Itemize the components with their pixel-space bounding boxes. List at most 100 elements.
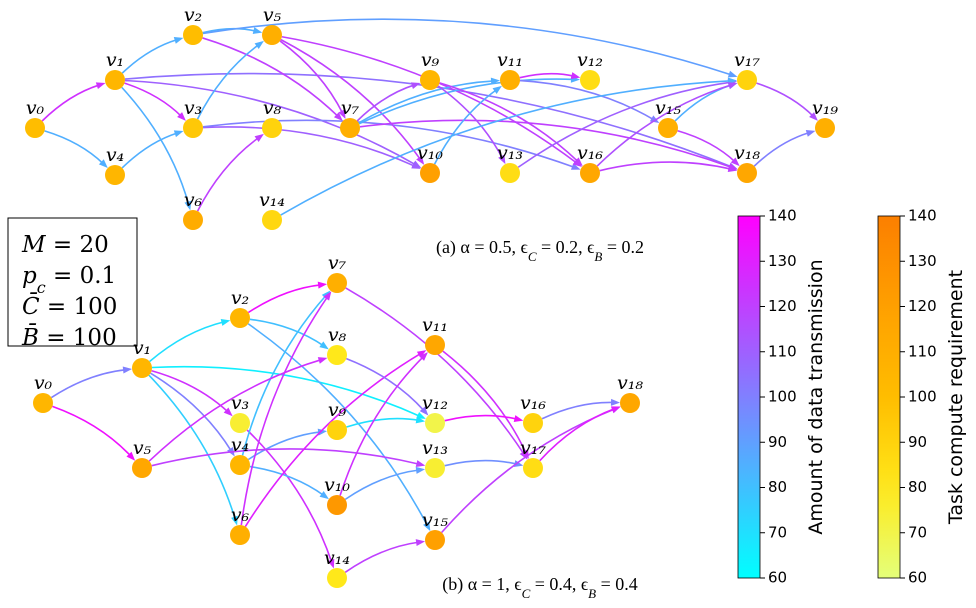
- arrowhead: [122, 366, 133, 374]
- edge: [151, 369, 229, 413]
- edge: [121, 86, 190, 205]
- arrowhead: [416, 350, 427, 358]
- tick-label: 130: [908, 252, 937, 270]
- node: [737, 70, 757, 90]
- edge: [439, 82, 579, 163]
- arrowhead: [173, 37, 184, 44]
- node: [183, 25, 203, 45]
- node: [580, 70, 600, 90]
- edge: [596, 83, 732, 167]
- edge: [50, 368, 127, 399]
- node: [340, 118, 360, 138]
- edge: [247, 323, 429, 527]
- node: [327, 273, 347, 293]
- arrowhead: [610, 406, 621, 413]
- node: [262, 118, 282, 138]
- node-label: v₁₅: [422, 509, 448, 531]
- node: [815, 118, 835, 138]
- caption-part: B: [594, 249, 602, 264]
- colorbar: [737, 215, 761, 579]
- edge: [280, 38, 422, 161]
- node: [183, 210, 203, 230]
- node-label: v₀: [34, 372, 53, 394]
- node: [420, 163, 440, 183]
- arrowhead: [415, 460, 426, 467]
- edge: [756, 82, 815, 118]
- node-label: v₀: [26, 97, 45, 119]
- edge: [539, 407, 616, 462]
- arrowhead: [338, 109, 346, 120]
- edge: [344, 541, 420, 573]
- node: [230, 308, 250, 328]
- caption-part: = 0.4: [596, 574, 638, 594]
- edge: [541, 401, 615, 420]
- edge: [52, 405, 132, 457]
- caption-part: C: [528, 249, 537, 264]
- node: [132, 458, 152, 478]
- edge: [280, 80, 732, 216]
- edge: [599, 161, 732, 172]
- param-symbol: B̄: [21, 324, 39, 351]
- arrowhead: [570, 72, 581, 79]
- tick-label: 100: [768, 388, 797, 406]
- arrowhead: [610, 398, 621, 406]
- colorbar-title: Amount of data transmission: [805, 259, 827, 534]
- node-label: v₈: [263, 97, 282, 119]
- tick-label: 60: [908, 569, 927, 587]
- edge: [753, 131, 810, 167]
- caption-part: (a) α = 0.5, ϵ: [436, 237, 528, 258]
- arrowhead: [415, 466, 426, 474]
- param-value: = 100: [39, 325, 117, 351]
- node-label: v₂: [231, 287, 249, 309]
- tick-label: 70: [908, 523, 927, 541]
- node-label: v₃: [184, 97, 202, 119]
- tick-label: 120: [768, 297, 797, 315]
- node-label: v₁₄: [259, 189, 285, 211]
- node-label: v₁₁: [497, 49, 523, 71]
- edge: [249, 318, 325, 347]
- tick-label: 60: [768, 569, 787, 587]
- node: [327, 345, 347, 365]
- arrowhead: [415, 539, 426, 547]
- arrowhead: [98, 159, 108, 169]
- edge: [346, 357, 425, 412]
- tick-label: 120: [908, 297, 937, 315]
- arrowhead: [317, 357, 328, 364]
- edge: [240, 295, 329, 526]
- node: [327, 568, 347, 588]
- node-label: v₁₈: [617, 372, 643, 394]
- node: [183, 118, 203, 138]
- node: [425, 413, 445, 433]
- arrowhead: [727, 82, 738, 89]
- node: [523, 458, 543, 478]
- tick-label: 110: [908, 342, 937, 360]
- caption-part: = 0.4, ϵ: [530, 574, 588, 594]
- node-label: v₁₅: [655, 97, 681, 119]
- node: [737, 163, 757, 183]
- arrowhead: [231, 515, 238, 526]
- param: B̄ = 100: [21, 324, 117, 351]
- arrowhead: [319, 341, 329, 350]
- node-label: v₃: [231, 392, 249, 414]
- node-label: v₄: [231, 434, 249, 456]
- edge: [149, 320, 225, 363]
- edge: [202, 37, 340, 118]
- node-label: v₇: [341, 97, 360, 119]
- caption-part: (b) α = 1, ϵ: [442, 574, 521, 595]
- node-label: v₁₉: [812, 97, 838, 119]
- tick-label: 80: [908, 478, 927, 496]
- edge: [150, 372, 233, 452]
- colorbar: [877, 215, 901, 579]
- node-label: v₁₁: [422, 314, 448, 336]
- edge: [519, 72, 575, 79]
- arrowhead: [333, 112, 343, 122]
- edge: [247, 430, 322, 461]
- arrowhead: [126, 451, 136, 461]
- arrowhead: [177, 112, 186, 121]
- edge: [345, 287, 525, 456]
- tick-label: 80: [768, 478, 787, 496]
- arrowhead: [254, 133, 264, 142]
- param: M = 20: [21, 232, 109, 258]
- arrowhead: [416, 412, 426, 419]
- node-label: v₁₀: [417, 142, 443, 164]
